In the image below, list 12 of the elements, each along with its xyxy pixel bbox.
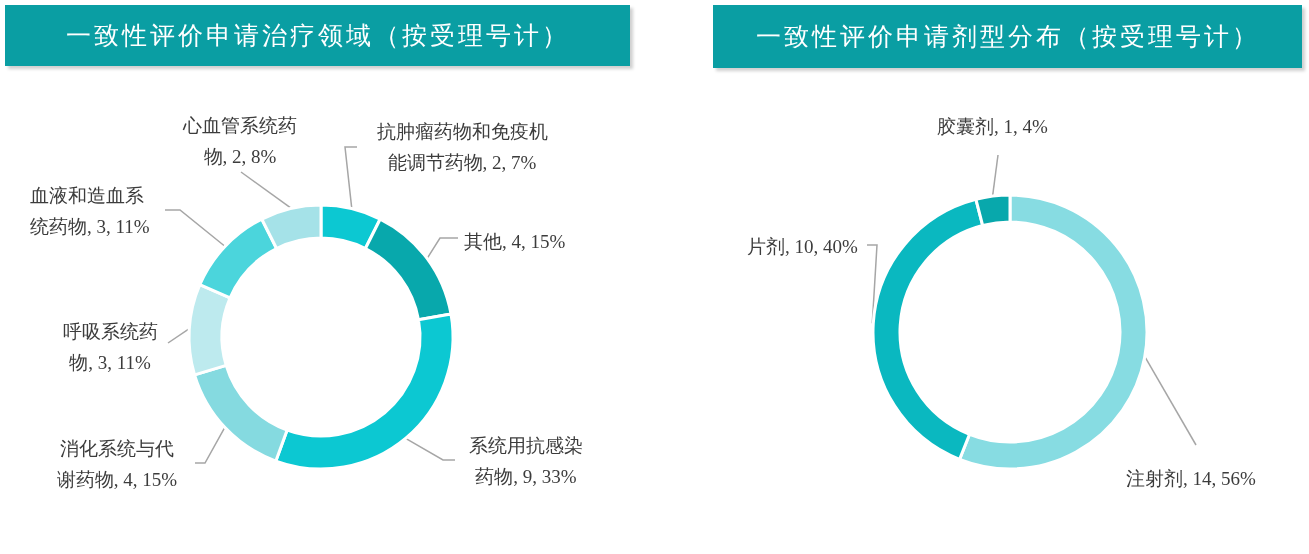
chart-title: 一致性评价申请治疗领域（按受理号计） bbox=[5, 5, 630, 66]
slice-label: 其他, 4, 15% bbox=[464, 231, 566, 252]
slice-label: 血液和造血系统药物, 3, 11% bbox=[30, 185, 150, 237]
slice-label: 片剂, 10, 40% bbox=[747, 236, 858, 257]
slice-label: 系统用抗感染药物, 9, 33% bbox=[469, 435, 583, 487]
slice-label: 注射剂, 14, 56% bbox=[1126, 468, 1256, 489]
chart-title: 一致性评价申请剂型分布（按受理号计） bbox=[713, 5, 1302, 68]
slice-label: 胶囊剂, 1, 4% bbox=[937, 116, 1048, 137]
slice-label: 消化系统与代谢药物, 4, 15% bbox=[56, 438, 178, 490]
slice-label: 抗肿瘤药物和免疫机能调节药物, 2, 7% bbox=[376, 121, 548, 173]
slice-label: 呼吸系统药物, 3, 11% bbox=[62, 321, 158, 373]
slice-label: 心血管系统药物, 2, 8% bbox=[182, 115, 297, 167]
